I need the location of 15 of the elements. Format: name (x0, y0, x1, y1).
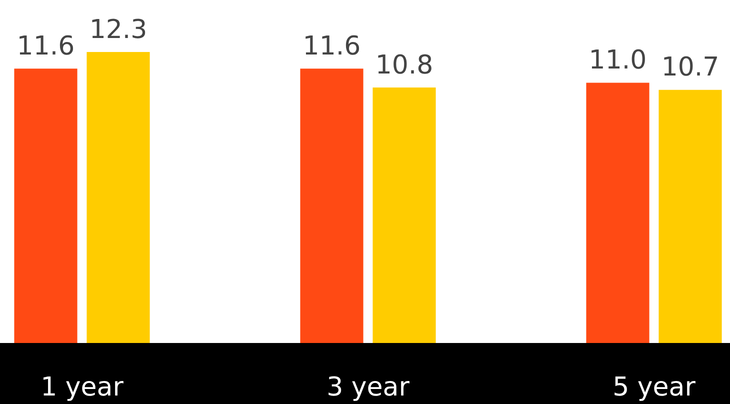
bar (586, 82, 650, 343)
data-label: 11.6 (16, 31, 75, 62)
x-tick-label: 1 year (40, 372, 124, 402)
data-label: 10.8 (375, 50, 434, 80)
data-label: 12.3 (89, 14, 148, 45)
data-label: 10.7 (661, 52, 720, 83)
x-tick-label: 5 year (612, 372, 696, 402)
bar (372, 88, 436, 343)
bar (300, 68, 364, 343)
bar (14, 68, 78, 343)
data-label: 11.0 (588, 46, 647, 76)
data-label: 11.6 (302, 31, 361, 62)
bar (86, 52, 150, 343)
bar (658, 90, 722, 343)
x-tick-label: 3 year (326, 372, 410, 402)
